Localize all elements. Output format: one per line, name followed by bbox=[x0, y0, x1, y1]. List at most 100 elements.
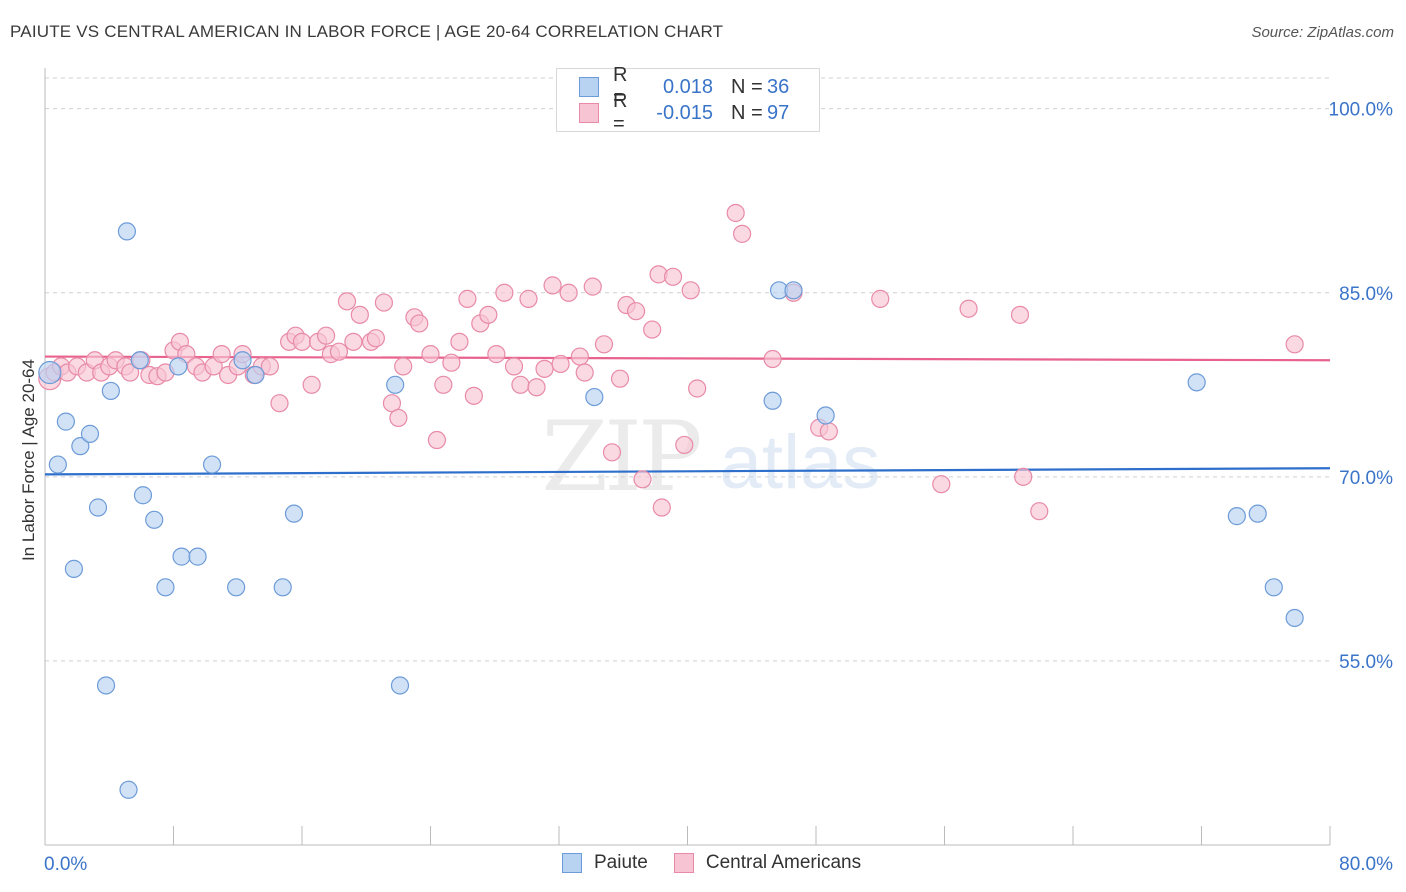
central-americans-point bbox=[344, 332, 363, 351]
central-americans-point bbox=[421, 345, 440, 364]
central-americans-point bbox=[458, 289, 477, 308]
central-americans-point bbox=[551, 354, 570, 374]
central-americans-point bbox=[663, 267, 683, 286]
central-americans-point bbox=[610, 369, 630, 388]
central-americans-point bbox=[583, 277, 602, 296]
central-americans-point bbox=[487, 345, 506, 364]
paiute-point bbox=[284, 504, 304, 523]
paiute-point bbox=[156, 578, 175, 597]
central-americans-point bbox=[504, 357, 524, 376]
central-americans-point bbox=[594, 335, 614, 354]
paiute-point bbox=[784, 281, 803, 300]
paiute-swatch bbox=[579, 77, 599, 97]
central-americans-point bbox=[410, 314, 429, 333]
central-americans-point bbox=[389, 408, 408, 428]
y-axis-label: In Labor Force | Age 20-64 bbox=[19, 359, 38, 561]
central-americans-point bbox=[212, 345, 231, 364]
r-value: -0.015 bbox=[656, 101, 713, 124]
axes bbox=[44, 68, 1331, 846]
y-tick-label: 55.0% bbox=[1339, 652, 1393, 673]
central-americans-point bbox=[1030, 502, 1049, 521]
central-americans-point bbox=[726, 203, 745, 223]
central-americans-point bbox=[337, 292, 357, 311]
paiute-point bbox=[64, 559, 84, 578]
paiute-legend-swatch bbox=[562, 853, 582, 873]
central-americans-point bbox=[450, 332, 469, 351]
y-tick-label: 100.0% bbox=[1329, 100, 1394, 121]
central-americans-point bbox=[329, 342, 349, 361]
paiute-point bbox=[88, 498, 108, 517]
paiute-point bbox=[169, 357, 188, 376]
legend-item-central: Central Americans bbox=[673, 852, 861, 874]
chart-title: PAIUTE VS CENTRAL AMERICAN IN LABOR FORC… bbox=[10, 22, 724, 41]
paiute-point bbox=[133, 486, 153, 505]
central-americans-point bbox=[652, 498, 671, 517]
paiute-point bbox=[1227, 507, 1246, 526]
central-americans-point bbox=[511, 375, 530, 394]
paiute-point bbox=[1248, 504, 1267, 523]
central-americans-point bbox=[633, 470, 652, 489]
series-legend: Paiute Central Americans bbox=[562, 852, 887, 874]
central-americans-point bbox=[1285, 335, 1304, 354]
central-americans-point bbox=[519, 289, 538, 308]
central-americans-point bbox=[527, 378, 546, 397]
paiute-point bbox=[233, 351, 252, 370]
central-legend-swatch bbox=[673, 853, 694, 873]
central-americans-point bbox=[932, 475, 951, 494]
central-americans-point bbox=[688, 379, 707, 398]
n-label: N = bbox=[731, 101, 763, 124]
y-tick-label: 85.0% bbox=[1339, 284, 1393, 305]
central-americans-point bbox=[479, 305, 498, 324]
paiute-point bbox=[1187, 373, 1206, 392]
paiute-point bbox=[585, 387, 604, 407]
central-americans-point bbox=[394, 357, 413, 376]
paiute-points bbox=[38, 222, 1304, 799]
n-label: N = bbox=[731, 75, 763, 98]
central-americans-trend-line bbox=[44, 355, 1331, 362]
n-value: 97 bbox=[767, 101, 790, 124]
paiute-point bbox=[188, 547, 207, 566]
central-americans-point bbox=[350, 305, 369, 324]
central-americans-point bbox=[302, 375, 321, 394]
paiute-point bbox=[246, 365, 265, 385]
central-americans-point bbox=[763, 349, 782, 369]
central-americans-point bbox=[121, 363, 140, 382]
paiute-point bbox=[1264, 578, 1283, 597]
paiute-point bbox=[273, 578, 292, 597]
central-americans-point bbox=[543, 276, 562, 295]
central-americans-point bbox=[559, 283, 578, 302]
central-americans-point bbox=[819, 422, 838, 441]
central-americans-point bbox=[366, 329, 385, 348]
central-americans-point bbox=[733, 224, 752, 243]
central-americans-point bbox=[270, 394, 289, 413]
paiute-trend-line bbox=[44, 467, 1331, 476]
trend-lines bbox=[44, 355, 1331, 476]
central-americans-point bbox=[1010, 305, 1030, 324]
paiute-point bbox=[763, 391, 782, 410]
tick-labels: 55.0% 70.0% 85.0% 100.0% 0.0% 80.0% bbox=[44, 100, 1393, 875]
r-value: 0.018 bbox=[662, 75, 713, 98]
central-americans-point bbox=[675, 435, 694, 455]
central-americans-point bbox=[570, 347, 589, 366]
paiute-point bbox=[390, 676, 410, 695]
r-label: R = bbox=[613, 90, 628, 135]
paiute-point bbox=[227, 578, 246, 597]
central-americans-point bbox=[442, 353, 461, 372]
x-tick-label-min: 0.0% bbox=[44, 854, 87, 875]
central-americans-point bbox=[316, 326, 336, 345]
paiute-point bbox=[816, 406, 835, 425]
legend-row-central: R = -0.015 N = 97 bbox=[579, 90, 790, 135]
central-americans-point bbox=[626, 302, 646, 321]
central-americans-point bbox=[374, 293, 394, 312]
central-americans-point bbox=[292, 332, 312, 351]
central-americans-point bbox=[427, 430, 447, 450]
source-label: Source: ZipAtlas.com bbox=[1251, 24, 1394, 41]
paiute-point bbox=[96, 676, 116, 695]
paiute-legend-label: Paiute bbox=[594, 852, 648, 873]
central-americans-point bbox=[871, 289, 890, 308]
paiute-point bbox=[386, 375, 405, 394]
paiute-point bbox=[80, 424, 100, 443]
central-americans-point bbox=[575, 363, 594, 382]
central-americans-point bbox=[681, 281, 700, 300]
